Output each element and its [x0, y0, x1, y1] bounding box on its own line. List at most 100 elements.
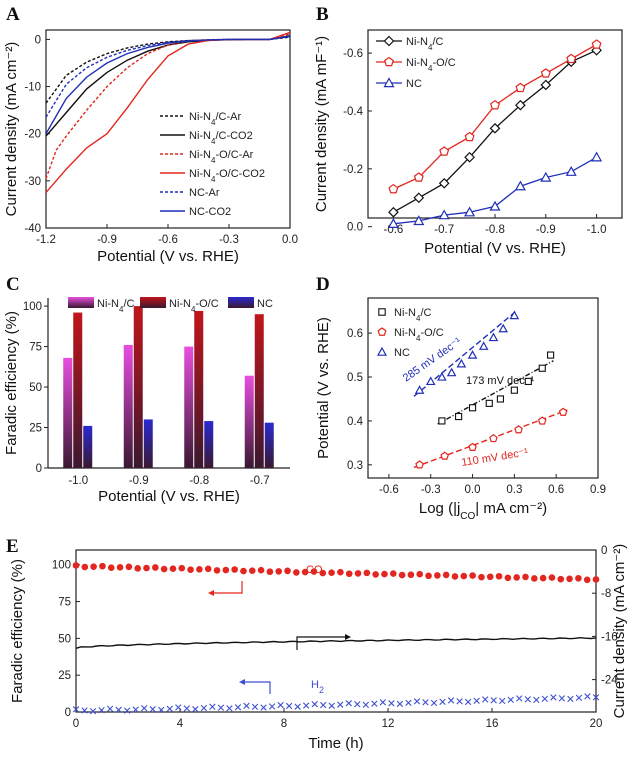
y-right-tick-label: -16 — [601, 631, 618, 643]
chart-panel-e: E 0 4 8 12 16 20 0 25 50 75 100 0 -8 -16 -24 Time (h) Far… — [0, 530, 637, 780]
co-arrowhead — [208, 590, 214, 596]
data-point — [591, 151, 603, 162]
y-tick-label: 0.3 — [347, 460, 363, 472]
co-point — [152, 564, 159, 571]
series-line — [393, 156, 597, 225]
co-point — [107, 564, 115, 571]
y-tick-label: -30 — [24, 176, 41, 188]
data-point — [515, 82, 526, 93]
x-tick-label: 0.9 — [590, 484, 606, 496]
data-point — [509, 310, 520, 320]
data-point — [464, 131, 475, 142]
co-point — [522, 573, 529, 581]
bar — [133, 306, 143, 468]
co-point — [486, 573, 494, 581]
co-point — [363, 569, 371, 577]
h2-point — [507, 696, 514, 704]
bar — [204, 421, 214, 468]
series-line — [45, 33, 291, 179]
h2-point — [302, 702, 310, 709]
h2-point — [567, 695, 574, 703]
legend-label: Ni-N4/C — [394, 307, 432, 323]
x-tick-label: -0.6 — [158, 234, 178, 246]
y-tick-label: -10 — [24, 82, 41, 94]
h2-point — [260, 704, 267, 711]
legend-label: Ni-N4-O/C-CO2 — [189, 168, 265, 184]
x-tick-label: -0.8 — [189, 475, 209, 487]
x-tick-label: -0.7 — [434, 224, 454, 236]
y-tick-label: 0.4 — [347, 416, 364, 428]
co-point — [478, 573, 485, 581]
x-tick-label: 20 — [590, 718, 603, 730]
h2-point — [149, 706, 156, 713]
legend-label: Ni-N4/C-Ar — [189, 111, 241, 127]
chart-panel-d: D -0.6 -0.3 0.0 0.3 0.6 0.9 0.3 0.4 0.5 0.6 Log (|j… — [310, 270, 637, 530]
data-point — [438, 177, 450, 189]
h2-point — [141, 705, 148, 712]
h2-point — [481, 696, 489, 703]
co-point — [99, 562, 106, 570]
y-tick-label: -40 — [24, 223, 41, 235]
h2-point — [277, 701, 284, 709]
h2-point — [106, 705, 114, 713]
data-point — [498, 323, 509, 333]
panel-label: C — [6, 274, 20, 295]
data-point — [456, 358, 467, 368]
bar — [83, 425, 93, 468]
co-point — [301, 568, 309, 576]
co-point — [125, 563, 133, 571]
co-point — [416, 570, 424, 578]
h2-point — [337, 701, 344, 708]
co-point — [284, 567, 291, 575]
data-point — [510, 386, 518, 394]
data-point — [591, 39, 602, 49]
y-tick-label: 0.5 — [347, 372, 363, 384]
x-tick-label: -0.9 — [129, 475, 149, 487]
y-tick-label: 0 — [35, 34, 41, 46]
h2-point — [464, 698, 472, 706]
y-axis-title: Faradic efficiency (%) — [3, 311, 20, 455]
data-point — [566, 53, 577, 64]
data-point — [455, 412, 463, 421]
series-line — [45, 35, 291, 118]
co-point — [81, 563, 89, 571]
data-point — [413, 172, 424, 182]
h2-point — [123, 707, 131, 714]
current-line — [75, 636, 597, 649]
y-tick-label: 25 — [29, 423, 42, 435]
co-point — [442, 571, 450, 579]
h2-point — [294, 703, 301, 710]
co-point — [213, 567, 221, 574]
h2-point — [371, 700, 378, 707]
legend-marker — [383, 35, 395, 47]
legend-label: Ni-N4-O/C — [394, 327, 444, 343]
y-tick-label: 0.6 — [347, 328, 363, 340]
co-point — [495, 572, 503, 580]
h2-point — [209, 703, 216, 710]
h2-point — [251, 703, 259, 711]
co-point — [310, 568, 318, 575]
y-tick-label: -20 — [24, 129, 41, 141]
h2-point — [132, 706, 139, 713]
h2-point — [89, 708, 97, 715]
current-arrow — [296, 636, 347, 650]
data-point — [425, 376, 436, 386]
co-label: CO — [306, 564, 323, 576]
h2-point — [584, 693, 591, 700]
bar — [244, 375, 254, 468]
data-point — [490, 99, 500, 110]
legend-label: NC — [394, 347, 410, 359]
co-point — [293, 569, 300, 576]
legend-marker — [383, 77, 395, 88]
x-tick-label: 16 — [486, 718, 499, 730]
h2-point — [345, 700, 352, 707]
data-point — [467, 350, 478, 359]
data-point — [514, 425, 523, 434]
y-tick-label: -0.4 — [343, 106, 363, 118]
data-point — [388, 206, 399, 218]
x-tick-label: 8 — [281, 718, 287, 730]
co-point — [231, 566, 238, 573]
y-tick-label: -0.6 — [343, 48, 363, 60]
data-point — [413, 215, 425, 226]
h2-point — [524, 696, 531, 703]
